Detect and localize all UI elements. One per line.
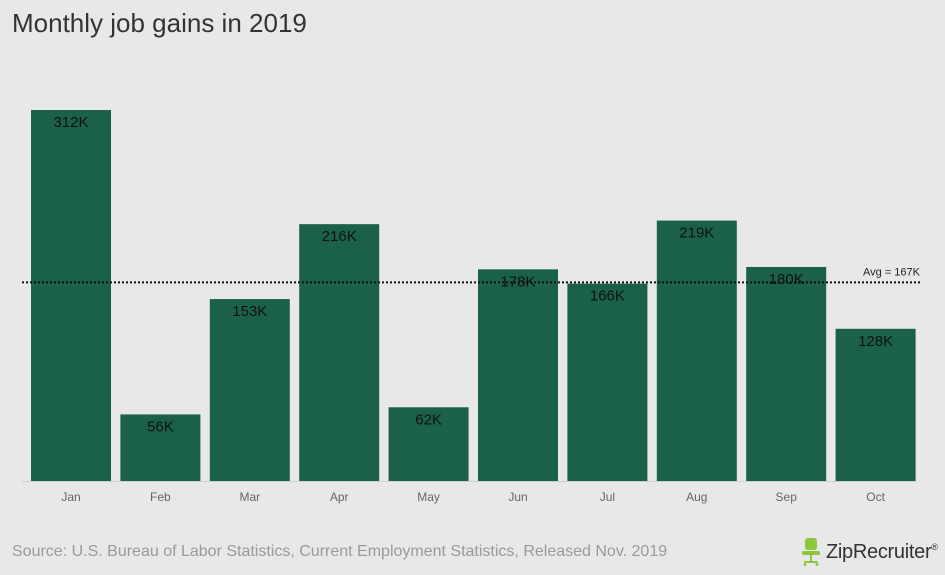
chart-title: Monthly job gains in 2019 — [12, 8, 307, 38]
x-tick-jun: Jun — [508, 490, 527, 504]
bar-sep — [746, 266, 827, 481]
data-label-aug: 219K — [679, 225, 714, 242]
x-tick-jul: Jul — [600, 490, 615, 504]
data-label-jul: 166K — [590, 288, 625, 305]
x-tick-jan: Jan — [61, 490, 80, 504]
x-tick-aug: Aug — [686, 490, 707, 504]
x-tick-sep: Sep — [776, 490, 798, 504]
data-label-sep: 180K — [769, 271, 804, 288]
logo-text: ZipRecruiter — [826, 540, 932, 563]
data-label-feb: 56K — [147, 418, 174, 435]
x-tick-mar: Mar — [239, 490, 260, 504]
bar-feb — [120, 414, 201, 481]
x-tick-labels-group: Jan Feb Mar Apr May Jun Jul Aug Sep Oct — [61, 490, 885, 504]
chair-icon — [802, 538, 820, 566]
x-tick-feb: Feb — [150, 490, 171, 504]
bar-jul — [567, 283, 648, 481]
source-note: Source: U.S. Bureau of Labor Statistics,… — [12, 543, 668, 560]
bar-apr — [299, 224, 380, 481]
x-tick-apr: Apr — [330, 490, 349, 504]
data-label-mar: 153K — [232, 303, 267, 320]
data-label-apr: 216K — [322, 228, 357, 245]
data-label-oct: 128K — [858, 333, 893, 350]
registered-mark: ® — [931, 542, 938, 552]
data-label-may: 62K — [415, 411, 442, 428]
bar-mar — [209, 299, 290, 481]
bar-aug — [656, 220, 737, 481]
x-tick-oct: Oct — [866, 490, 885, 504]
average-label: Avg = 167K — [863, 266, 921, 278]
x-tick-may: May — [417, 490, 440, 504]
bar-oct — [835, 328, 916, 481]
data-label-jan: 312K — [53, 114, 88, 131]
ziprecruiter-logo: ZipRecruiter ® — [801, 538, 938, 566]
bars-group — [31, 110, 916, 481]
bar-may — [388, 407, 469, 481]
bar-jun — [478, 269, 558, 481]
bar-jan — [31, 110, 111, 481]
